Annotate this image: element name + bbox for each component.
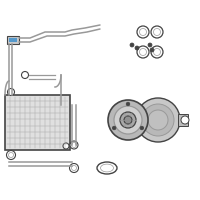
Circle shape	[70, 164, 78, 172]
Circle shape	[137, 26, 149, 38]
Circle shape	[120, 112, 136, 128]
Circle shape	[148, 43, 152, 47]
Circle shape	[22, 72, 29, 78]
Circle shape	[181, 116, 189, 124]
Circle shape	[140, 28, 146, 36]
Circle shape	[140, 48, 146, 55]
Circle shape	[137, 46, 149, 58]
Bar	[5, 95, 70, 150]
Circle shape	[70, 141, 78, 149]
Circle shape	[126, 102, 130, 106]
Circle shape	[124, 116, 132, 124]
Ellipse shape	[97, 162, 117, 174]
Circle shape	[148, 110, 168, 130]
Circle shape	[112, 126, 116, 130]
Bar	[178, 114, 188, 126]
Circle shape	[108, 100, 148, 140]
Circle shape	[8, 152, 14, 158]
Circle shape	[142, 104, 174, 136]
Circle shape	[72, 142, 76, 148]
Circle shape	[140, 126, 144, 130]
Circle shape	[151, 46, 163, 58]
Circle shape	[150, 48, 154, 52]
Circle shape	[154, 28, 160, 36]
Circle shape	[72, 166, 76, 170]
Circle shape	[154, 48, 160, 55]
Bar	[7, 36, 19, 44]
Ellipse shape	[101, 164, 114, 172]
Circle shape	[8, 88, 14, 96]
Circle shape	[136, 98, 180, 142]
Circle shape	[130, 43, 134, 47]
Circle shape	[135, 46, 139, 50]
Circle shape	[6, 150, 16, 160]
Circle shape	[63, 143, 69, 149]
Circle shape	[151, 26, 163, 38]
Circle shape	[114, 106, 142, 134]
